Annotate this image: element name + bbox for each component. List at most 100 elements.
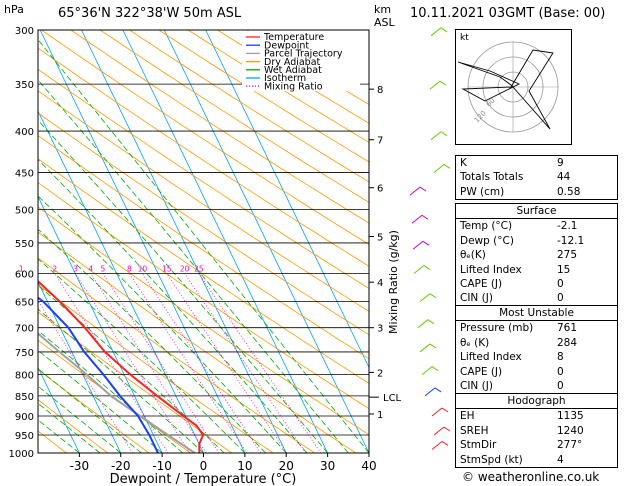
hodograph-ring-60: 60	[485, 96, 497, 108]
wind-barb-flag	[431, 366, 439, 372]
km-tick-label: 3	[377, 324, 383, 335]
legend-entry: Dry Adiabat	[264, 57, 321, 68]
hodo-stmdir: StmDir 277°	[460, 439, 583, 452]
surface-temp: Temp (°C) -2.1	[460, 220, 578, 233]
x-tick-label: 30	[320, 459, 335, 473]
mixing-ratio-label: 2	[52, 265, 57, 274]
wind-barb	[417, 319, 429, 329]
mixing-ratio-label: 15	[162, 265, 172, 274]
pressure-tick-label: 750	[15, 348, 34, 359]
wind-barb-flag	[421, 214, 429, 220]
asl-unit-label: ASL	[374, 16, 395, 29]
skewt-axes: 1 2 3 4 5 8 10 15 20 2530035040045050055060065070…	[9, 26, 402, 473]
wind-barb	[411, 214, 423, 224]
legend-entry: Mixing Ratio	[264, 81, 323, 92]
wet-adiabat-line	[38, 258, 246, 453]
mixing-ratio-axis-title: Mixing Ratio (g/kg)	[387, 230, 400, 334]
wet-adiabat-line	[38, 419, 80, 453]
pressure-tick-label: 550	[15, 239, 34, 250]
isotherm-line	[38, 281, 122, 453]
wind-barb-flag	[443, 164, 451, 169]
dry-adiabat-line	[38, 284, 274, 453]
mu-pressure: Pressure (mb) 761	[460, 322, 578, 335]
surface-dewp: Dewp (°C) -12.1	[460, 234, 585, 247]
x-tick-label: 0	[200, 459, 208, 473]
surface-cin: CIN (J) 0	[460, 292, 564, 305]
mixing-ratio-label: 5	[100, 265, 105, 274]
wind-barb	[433, 426, 445, 436]
wind-barb-flag	[423, 265, 431, 270]
dry-adiabat-line	[99, 30, 369, 203]
dry-adiabat-line	[129, 30, 369, 183]
x-tick-label: 10	[237, 459, 252, 473]
isotherm-line	[38, 110, 204, 453]
parcel-trajectory-line	[38, 332, 196, 453]
mu-cape: CAPE (J) 0	[460, 365, 564, 378]
wind-barb	[419, 293, 431, 303]
wind-barb-flag	[429, 293, 437, 299]
surface-cape: CAPE (J) 0	[460, 277, 564, 290]
temperature-line	[38, 279, 205, 453]
wind-barb-flag	[422, 240, 430, 246]
wind-barb	[409, 186, 421, 196]
dry-adiabat-line	[41, 30, 369, 245]
mixing-ratio-label: 8	[127, 265, 132, 274]
skewt-profiles	[38, 279, 205, 453]
x-tick-label: -20	[111, 459, 131, 473]
wind-barb	[429, 80, 441, 90]
pressure-tick-label: 600	[15, 270, 34, 281]
dry-adiabat-line	[158, 30, 369, 163]
x-tick-label: -30	[70, 459, 90, 473]
mixing-ratio-label: 1	[19, 265, 24, 274]
mu-theta-e: θₑ (K) 284	[460, 336, 578, 349]
mixing-ratio-label: 25	[194, 265, 204, 274]
dry-adiabat-line	[38, 182, 369, 410]
pressure-tick-label: 450	[15, 168, 34, 179]
isotherm-line	[163, 30, 369, 453]
hodograph-plot: kt 60 120	[455, 29, 572, 145]
legend-entry: Isotherm	[264, 73, 306, 84]
mixing-ratio-line	[166, 273, 288, 453]
legend-entry: Parcel Trajectory	[264, 49, 343, 60]
mixing-ratio-line	[198, 273, 322, 453]
pressure-tick-label: 350	[15, 80, 34, 91]
hodo-stmspd: StmSpd (kt) 4	[460, 453, 564, 466]
wind-barb	[430, 27, 442, 37]
dewpoint-line	[38, 296, 159, 453]
x-tick-label: -10	[152, 459, 172, 473]
km-tick-label: 1	[377, 410, 383, 421]
wind-barb-flag	[441, 407, 449, 413]
x-axis-title: Dewpoint / Temperature (°C)	[110, 472, 297, 486]
wind-barb	[413, 265, 425, 274]
wind-barb	[431, 407, 443, 417]
pressure-tick-label: 700	[15, 324, 34, 335]
dry-adiabat-line	[70, 30, 369, 224]
wet-adiabat-line	[38, 308, 204, 453]
wind-barb	[419, 343, 431, 353]
mixing-ratio-label: 3	[73, 265, 78, 274]
legend-entry: Wet Adiabat	[264, 65, 322, 76]
km-tick-label: 4	[377, 278, 383, 289]
hodograph-kt-label: kt	[460, 33, 469, 43]
wet-adiabat-line	[38, 368, 142, 453]
mu-lifted-index: Lifted Index 8	[460, 351, 564, 364]
x-tick-label: 40	[361, 459, 376, 473]
index-totals: Totals Totals 44	[460, 171, 571, 184]
mixing-ratio-label: 20	[180, 265, 190, 274]
mu-cin: CIN (J) 0	[460, 379, 564, 392]
wind-barb	[433, 164, 445, 173]
km-tick-label: 8	[377, 85, 383, 96]
dry-adiabat-line	[38, 257, 315, 453]
mixing-ratio-label: 4	[88, 265, 93, 274]
surface-panel: Surface Temp (°C) -2.1 Dewp (°C) -12.1 θₑ(…	[455, 203, 618, 307]
pressure-unit-label: hPa	[4, 3, 24, 16]
wind-barb-flag	[427, 319, 435, 325]
wind-barb	[431, 441, 443, 450]
wind-barb	[430, 131, 442, 141]
pressure-tick-label: 400	[15, 127, 34, 138]
km-unit-label: km	[374, 3, 392, 16]
pressure-tick-label: 800	[15, 371, 34, 382]
